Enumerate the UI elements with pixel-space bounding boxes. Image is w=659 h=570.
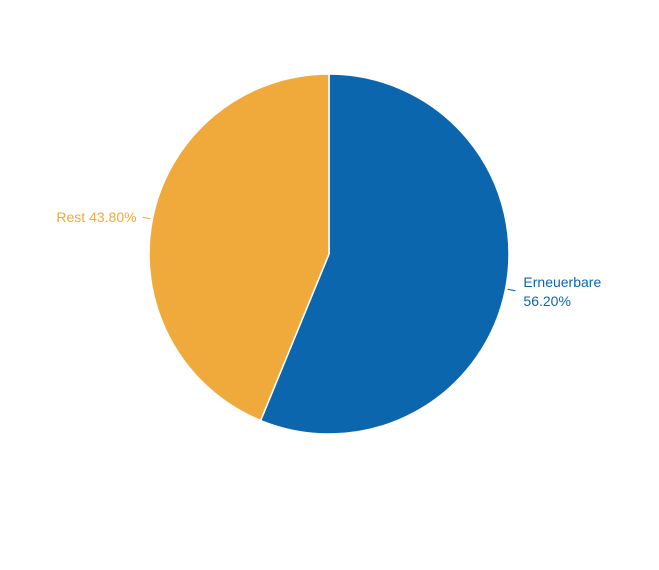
slices-layer (148, 73, 510, 435)
labels-layer: Erneuerbare 56.20% Rest 43.80% (56, 209, 601, 309)
slice-label-erneuerbare: Erneuerbare 56.20% (523, 274, 601, 309)
leader-line-rest (142, 216, 151, 220)
pie-slice-rest[interactable] (148, 73, 330, 422)
slice-label-rest: Rest 43.80% (56, 209, 136, 225)
pie-slice-erneuerbare[interactable] (259, 73, 510, 435)
leader-line-erneuerbare (507, 288, 516, 292)
slice-label-name: Erneuerbare (523, 274, 601, 290)
slice-label-value: 56.20% (523, 293, 570, 309)
